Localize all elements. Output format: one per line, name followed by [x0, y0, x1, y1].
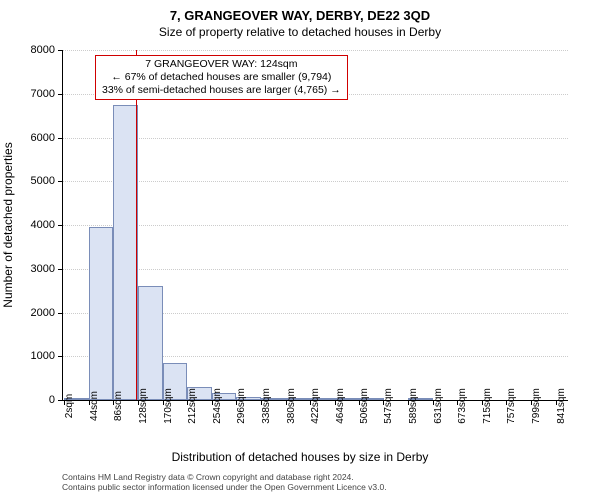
- x-tick-label: 547sqm: [383, 388, 394, 424]
- x-tick-label: 464sqm: [335, 388, 346, 424]
- x-tick-label: 254sqm: [212, 388, 223, 424]
- y-tick: [58, 94, 63, 95]
- y-tick: [58, 138, 63, 139]
- x-tick-label: 44sqm: [89, 391, 100, 421]
- chart-title-sub: Size of property relative to detached ho…: [0, 23, 600, 39]
- chart-title-main: 7, GRANGEOVER WAY, DERBY, DE22 3QD: [0, 0, 600, 23]
- y-tick-label: 1000: [31, 350, 55, 362]
- grid-line: [63, 269, 568, 270]
- x-tick-label: 422sqm: [310, 388, 321, 424]
- grid-line: [63, 181, 568, 182]
- y-tick: [58, 181, 63, 182]
- y-tick-label: 0: [49, 394, 55, 406]
- grid-line: [63, 50, 568, 51]
- footnote: Contains HM Land Registry data © Crown c…: [62, 472, 387, 492]
- x-tick-label: 338sqm: [261, 388, 272, 424]
- y-tick: [58, 356, 63, 357]
- annotation-box: 7 GRANGEOVER WAY: 124sqm ← 67% of detach…: [95, 55, 348, 100]
- x-tick-label: 380sqm: [286, 388, 297, 424]
- x-tick-label: 296sqm: [236, 388, 247, 424]
- x-tick-label: 673sqm: [457, 388, 468, 424]
- marker-line: [136, 50, 137, 400]
- footnote-line-1: Contains HM Land Registry data © Crown c…: [62, 472, 387, 482]
- grid-line: [63, 225, 568, 226]
- y-tick-label: 5000: [31, 175, 55, 187]
- x-tick-label: 128sqm: [138, 388, 149, 424]
- plot-area: 0100020003000400050006000700080002sqm44s…: [62, 50, 568, 401]
- histogram-bar: [138, 286, 163, 400]
- x-tick-label: 86sqm: [113, 391, 124, 421]
- x-tick-label: 2sqm: [64, 394, 75, 418]
- x-axis-title: Distribution of detached houses by size …: [0, 450, 600, 464]
- y-tick: [58, 225, 63, 226]
- histogram-bar: [89, 227, 114, 400]
- annotation-line-3: 33% of semi-detached houses are larger (…: [102, 84, 341, 97]
- x-tick-label: 170sqm: [163, 388, 174, 424]
- x-tick-label: 589sqm: [408, 388, 419, 424]
- x-tick-label: 757sqm: [506, 388, 517, 424]
- y-tick-label: 7000: [31, 88, 55, 100]
- x-tick-label: 715sqm: [482, 388, 493, 424]
- x-tick-label: 631sqm: [433, 388, 444, 424]
- y-axis-title: Number of detached properties: [1, 142, 15, 307]
- footnote-line-2: Contains public sector information licen…: [62, 482, 387, 492]
- histogram-bar: [113, 105, 138, 400]
- chart-container: 7, GRANGEOVER WAY, DERBY, DE22 3QD Size …: [0, 0, 600, 500]
- annotation-line-1: 7 GRANGEOVER WAY: 124sqm: [102, 58, 341, 71]
- x-tick-label: 841sqm: [556, 388, 567, 424]
- y-tick-label: 8000: [31, 44, 55, 56]
- y-tick-label: 6000: [31, 132, 55, 144]
- y-tick: [58, 313, 63, 314]
- y-tick: [58, 269, 63, 270]
- y-tick: [58, 400, 63, 401]
- y-tick-label: 4000: [31, 219, 55, 231]
- grid-line: [63, 138, 568, 139]
- y-tick-label: 2000: [31, 307, 55, 319]
- x-tick-label: 212sqm: [187, 388, 198, 424]
- y-tick-label: 3000: [31, 263, 55, 275]
- x-tick-label: 799sqm: [531, 388, 542, 424]
- y-tick: [58, 50, 63, 51]
- annotation-line-2: ← 67% of detached houses are smaller (9,…: [102, 71, 341, 84]
- x-tick-label: 506sqm: [359, 388, 370, 424]
